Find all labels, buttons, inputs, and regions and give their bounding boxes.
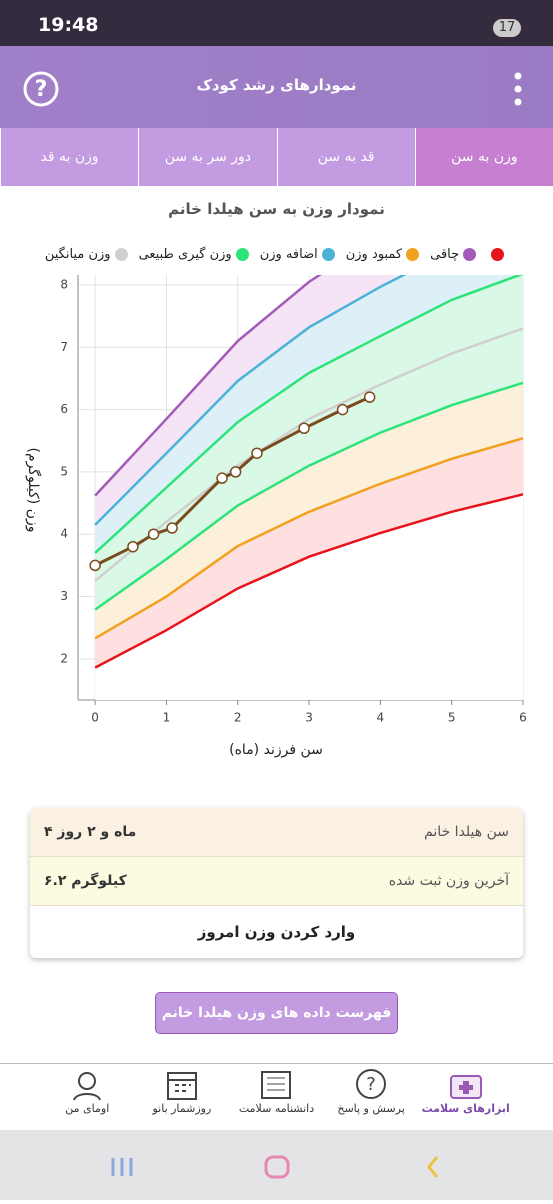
tab[interactable]: وزن به قد xyxy=(0,128,138,186)
legend-swatch xyxy=(321,247,335,261)
nav-icon xyxy=(73,1072,102,1101)
data-point xyxy=(251,447,263,459)
legend-item: چاقی xyxy=(430,247,480,262)
system-nav xyxy=(0,1130,553,1200)
chart: سن فرزند (ماه) وزن (کیلوگرم) 2 3 4 5 6 7 8 0 1 2 3… xyxy=(25,275,527,758)
nav-item[interactable]: دانشنامه سلامت xyxy=(231,1064,321,1130)
x-tick-label: 4 xyxy=(377,711,385,725)
percentile-line xyxy=(94,275,523,554)
legend-swatch xyxy=(406,247,420,261)
legend-item xyxy=(487,247,508,262)
nav-label: دانشنامه سلامت xyxy=(238,1102,315,1115)
info-label: سن هیلدا خانم xyxy=(424,824,509,840)
percentile-line xyxy=(94,327,523,582)
nav-label: روزشمار بانو xyxy=(152,1102,212,1115)
percentile-line xyxy=(94,275,322,497)
legend: چاقی کمبود وزن اضافه وزن وزن گیری طبیعی وزن … xyxy=(0,240,553,268)
info-card: سن هیلدا خانم ۴ ماه و ۲ روز آخرین وزن ثبت… xyxy=(30,808,523,958)
info-label: آخرین وزن ثبت شده xyxy=(388,873,509,889)
percentile-line xyxy=(94,275,407,526)
battery: 17 xyxy=(493,19,521,37)
info-row: سن هیلدا خانم ۴ ماه و ۲ روز xyxy=(30,808,523,857)
x-tick-label: 3 xyxy=(305,711,313,725)
data-point xyxy=(216,472,228,484)
list-button[interactable]: فهرست داده های وزن هیلدا خانم xyxy=(155,992,398,1034)
data-point xyxy=(147,528,160,540)
x-axis-label: سن فرزند (ماه) xyxy=(229,742,323,758)
system-nav-icons xyxy=(111,1155,439,1179)
nav-item[interactable]: اومای من xyxy=(42,1064,132,1130)
legend-label: کمبود وزن xyxy=(345,246,403,262)
header-title: نمودارهای رشد کودک xyxy=(196,76,357,94)
status-bar: 19:48 17 xyxy=(0,0,553,46)
y-tick-label: 6 xyxy=(60,402,68,416)
info-row: آخرین وزن ثبت شده ۶.۲ کیلوگرم xyxy=(30,857,523,906)
info-value: ۶.۲ کیلوگرم xyxy=(44,873,127,889)
data-point xyxy=(89,559,101,572)
bottom-nav: ابزارهای سلامت ? پرسش و پاسخ دانشنامه سلا… xyxy=(0,1063,553,1130)
legend-item: اضافه وزن xyxy=(260,247,339,262)
app-header: ? نمودارهای رشد کودک xyxy=(0,46,553,128)
y-tick-label: 5 xyxy=(60,464,68,478)
y-tick-label: 8 xyxy=(60,277,68,291)
y-tick-label: 3 xyxy=(60,589,68,603)
y-tick-label: 2 xyxy=(60,651,68,665)
nav-icon xyxy=(261,1071,292,1099)
legend-label: اضافه وزن xyxy=(259,246,318,262)
legend-label: وزن گیری طبیعی xyxy=(138,246,232,262)
legend-swatch xyxy=(463,247,477,261)
y-tick-label: 4 xyxy=(60,527,68,541)
nav-item[interactable]: ? پرسش و پاسخ xyxy=(326,1064,416,1130)
info-value: ۴ ماه و ۲ روز xyxy=(44,824,137,840)
data-point xyxy=(298,422,310,435)
x-tick-label: 6 xyxy=(519,711,527,725)
tab[interactable]: دور سر به سن xyxy=(138,128,276,186)
y-axis-label: وزن (کیلوگرم) xyxy=(25,448,42,533)
legend-item: وزن میانگین xyxy=(45,247,132,262)
nav-icon xyxy=(449,1075,482,1099)
help-icon[interactable]: ? xyxy=(22,70,60,108)
menu-icon[interactable] xyxy=(511,71,525,107)
nav-icon xyxy=(166,1072,197,1100)
legend-swatch xyxy=(114,247,128,261)
x-tick-label: 2 xyxy=(234,711,242,725)
svg-text:?: ? xyxy=(366,1074,376,1095)
nav-item[interactable]: ابزارهای سلامت xyxy=(421,1064,511,1130)
nav-icon: ? xyxy=(356,1069,387,1099)
percentile-line xyxy=(94,493,523,669)
plot xyxy=(89,275,523,700)
data-point xyxy=(336,403,349,416)
legend-label: چاقی xyxy=(430,246,460,262)
x-tick-label: 1 xyxy=(163,711,171,725)
legend-swatch xyxy=(235,247,249,261)
nav-item[interactable]: روزشمار بانو xyxy=(137,1064,227,1130)
legend-item: کمبود وزن xyxy=(346,247,423,262)
nav-label: پرسش و پاسخ xyxy=(337,1102,405,1115)
time: 19:48 xyxy=(38,14,99,36)
percentile-line xyxy=(94,437,523,640)
enter-weight-button[interactable]: وارد کردن وزن امروز xyxy=(30,906,523,958)
nav-label: اومای من xyxy=(65,1102,110,1115)
nav-label: ابزارهای سلامت xyxy=(421,1102,510,1115)
data-point xyxy=(363,391,376,403)
svg-text:?: ? xyxy=(35,77,48,102)
band-area xyxy=(95,494,523,700)
tab[interactable]: قد به سن xyxy=(276,128,415,186)
percentile-line xyxy=(94,381,523,611)
legend-swatch xyxy=(491,247,505,261)
child-weight-line xyxy=(94,395,371,567)
tab-bar: وزن به سن قد به سن دور سر به سن وزن به ق… xyxy=(0,128,553,186)
legend-label: وزن میانگین xyxy=(44,246,111,262)
data-point xyxy=(166,522,178,534)
x-tick-label: 0 xyxy=(91,711,99,725)
legend-item: وزن گیری طبیعی xyxy=(139,247,253,262)
tab[interactable]: وزن به سن xyxy=(414,128,553,186)
x-tick-label: 5 xyxy=(448,711,456,725)
data-point xyxy=(127,540,139,553)
chart-title: نمودار وزن به سن هیلدا خانم xyxy=(168,200,385,218)
data-point xyxy=(229,466,242,478)
y-tick-label: 7 xyxy=(60,340,68,354)
